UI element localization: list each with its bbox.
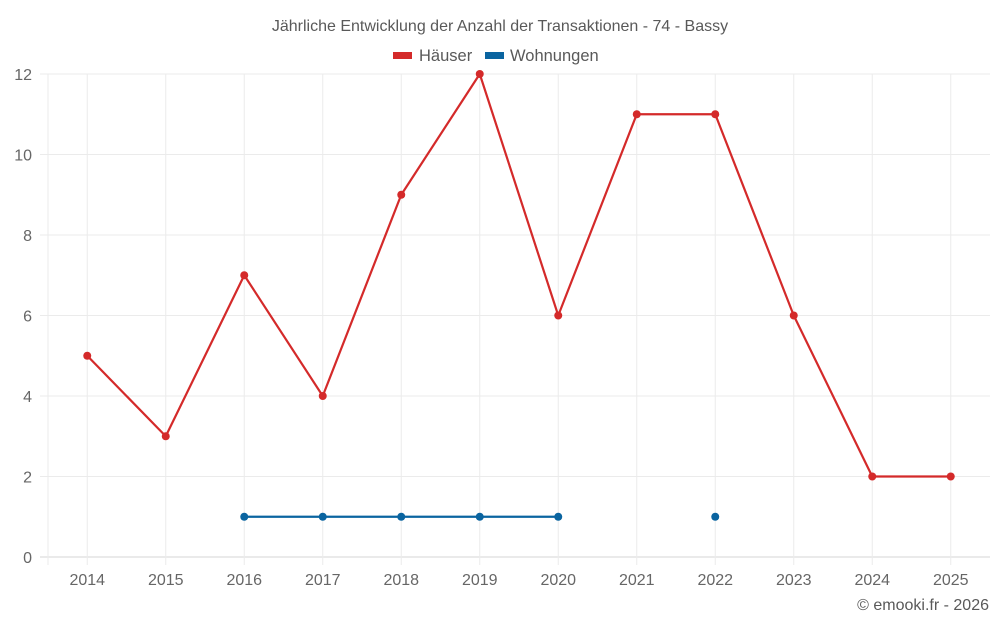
x-tick-label: 2019 [462, 572, 498, 589]
x-tick-label: 2018 [383, 572, 419, 589]
x-tick-label: 2020 [540, 572, 576, 589]
legend-swatch-icon [485, 52, 504, 59]
x-tick-label: 2023 [776, 572, 812, 589]
data-point[interactable] [83, 351, 92, 360]
series-wohnungen [240, 512, 720, 521]
grid-lines [40, 73, 990, 565]
data-point[interactable] [554, 311, 563, 320]
y-tick-label: 12 [14, 67, 32, 84]
legend-item-wohnungen[interactable]: Wohnungen [485, 47, 599, 65]
data-point[interactable] [240, 512, 249, 521]
legend-item-häuser[interactable]: Häuser [393, 47, 473, 65]
y-tick-label: 10 [14, 148, 32, 165]
x-tick-label: 2021 [619, 572, 655, 589]
data-point[interactable] [554, 512, 563, 521]
x-axis: 2014 2015 2016 2017 2018 2019 2020 2021 2022 2023… [69, 572, 968, 589]
data-point[interactable] [161, 432, 170, 441]
y-tick-label: 6 [23, 309, 32, 326]
legend-swatch-icon [393, 52, 412, 59]
data-point[interactable] [946, 472, 955, 481]
data-series [83, 70, 955, 521]
legend-label: Wohnungen [510, 47, 599, 65]
y-axis: 0 2 4 6 8 10 12 [14, 67, 32, 567]
y-tick-label: 8 [23, 228, 32, 245]
x-tick-label: 2017 [305, 572, 341, 589]
data-point[interactable] [711, 512, 720, 521]
series-line [86, 72, 951, 478]
x-tick-label: 2022 [697, 572, 733, 589]
x-tick-label: 2025 [933, 572, 969, 589]
chart-title: Jährliche Entwicklung der Anzahl der Tra… [272, 18, 728, 35]
data-point[interactable] [711, 110, 720, 119]
data-point[interactable] [397, 512, 406, 521]
data-point[interactable] [397, 190, 406, 199]
series-häuser [83, 70, 955, 481]
data-point[interactable] [789, 311, 798, 320]
y-tick-label: 0 [23, 550, 32, 567]
data-point[interactable] [475, 70, 484, 78]
x-tick-label: 2015 [148, 572, 184, 589]
data-point[interactable] [632, 110, 641, 119]
x-tick-label: 2016 [226, 572, 262, 589]
legend-label: Häuser [419, 47, 473, 65]
data-point[interactable] [318, 512, 327, 521]
y-tick-label: 4 [23, 389, 32, 406]
data-point[interactable] [475, 512, 484, 521]
data-point[interactable] [240, 271, 249, 280]
x-tick-label: 2014 [69, 572, 105, 589]
x-tick-label: 2024 [854, 572, 890, 589]
data-point[interactable] [868, 472, 877, 481]
y-tick-label: 2 [23, 470, 32, 487]
credit-text: © emooki.fr - 2026 [857, 597, 989, 614]
legend: Häuser Wohnungen [393, 47, 599, 65]
data-point[interactable] [318, 392, 327, 400]
